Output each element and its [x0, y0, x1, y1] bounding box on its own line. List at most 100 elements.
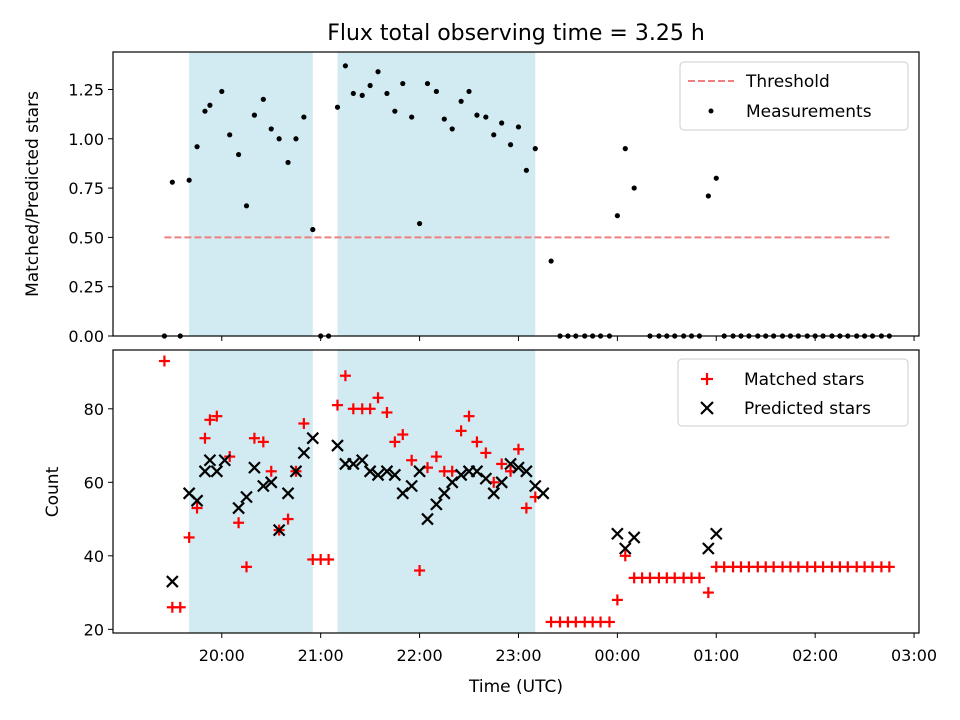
bottom-x-axis: 20:00 21:00 22:00 23:00 00:00 01:00 02:00 03:00: [199, 633, 937, 665]
measurement-point: [235, 151, 242, 158]
measurement-point: [532, 146, 538, 152]
predicted-marker-b: [487, 487, 501, 500]
predicted-star-point: [430, 498, 443, 511]
matched-star-point: [611, 594, 623, 606]
top-shaded-intervals: [189, 52, 536, 336]
matched-star-point: [603, 616, 615, 628]
predicted-marker-b: [388, 468, 402, 482]
shaded-interval: [189, 52, 313, 336]
matched-star-point: [389, 436, 401, 448]
predicted-marker-b: [182, 487, 196, 500]
measurement-point: [400, 80, 406, 87]
predicted-stars-series: [166, 431, 723, 588]
chart-title: Flux total observing time = 3.25 h: [327, 21, 705, 46]
measurement-point: [409, 114, 415, 120]
top-y-axis-label: Matched/Predicted stars: [23, 91, 43, 297]
predicted-star-point: [257, 479, 270, 493]
bottom-x-tick-label: 00:00: [594, 646, 640, 665]
measurements-series: [161, 63, 892, 339]
bottom-y-axis-label: Count: [43, 466, 63, 517]
measurement-point: [207, 102, 213, 108]
predicted-marker-b: [257, 479, 270, 493]
measurement-point: [466, 88, 472, 95]
top-y-tick-label: 1.00: [68, 130, 104, 149]
predicted-marker-b: [470, 465, 484, 478]
matched-star-point: [183, 531, 195, 543]
matched-star-point: [241, 561, 253, 573]
matched-star-point: [364, 403, 376, 415]
predicted-marker-b: [520, 465, 533, 478]
matched-star-point: [446, 465, 458, 477]
measurement-point: [499, 120, 505, 126]
bottom-y-tick-label: 80: [84, 400, 104, 419]
predicted-marker-b: [363, 465, 377, 478]
top-y-tick-label: 1.25: [68, 80, 104, 99]
predicted-star-point: [248, 461, 261, 474]
matched-star-point: [265, 465, 277, 477]
measurement-point: [276, 136, 282, 142]
measurement-point: [491, 132, 497, 138]
predicted-star-point: [306, 431, 320, 445]
bottom-y-tick-label: 60: [84, 473, 104, 492]
matched-star-point: [693, 572, 705, 584]
measurement-point: [251, 112, 258, 118]
measurement-point: [416, 220, 423, 227]
matched-star-point: [282, 513, 294, 525]
measurement-point: [367, 82, 373, 89]
predicted-star-point: [281, 487, 295, 500]
matched-star-point: [174, 601, 186, 613]
matched-star-point: [191, 502, 203, 514]
matched-star-point: [619, 550, 631, 562]
measurement-point: [458, 98, 464, 104]
predicted-marker-b: [479, 472, 493, 485]
predicted-star-point: [232, 501, 245, 515]
measurement-point: [359, 92, 365, 98]
bottom-x-tick-label: 20:00: [199, 646, 245, 665]
measurement-point: [713, 175, 719, 181]
matched-star-point: [512, 443, 524, 455]
matched-star-point: [372, 392, 384, 404]
top-y-tick-label: 0.75: [68, 179, 104, 198]
predicted-star-point: [190, 494, 204, 507]
predicted-marker-b: [619, 542, 632, 555]
bottom-plot-frame: [112, 349, 920, 634]
predicted-star-point: [421, 512, 434, 526]
matched-star-point: [406, 454, 418, 466]
predicted-marker-b: [512, 461, 525, 474]
bottom-x-tick-label: 02:00: [792, 646, 838, 665]
predicted-marker-b: [413, 465, 426, 478]
predicted-star-point: [536, 487, 550, 500]
measurement-point: [622, 146, 628, 152]
predicted-star-point: [166, 575, 179, 588]
top-y-tick-label: 0.00: [68, 327, 104, 346]
measurement-point: [260, 96, 266, 102]
predicted-star-point: [702, 542, 715, 555]
measurement-point: [483, 114, 489, 120]
measurement-point: [227, 132, 233, 138]
legend-matched-label: Matched stars: [744, 370, 864, 390]
predicted-marker-b: [709, 527, 723, 541]
measurement-point: [705, 193, 711, 199]
predicted-marker-b: [371, 468, 385, 482]
matched-star-point: [158, 355, 170, 367]
measurement-point: [194, 144, 200, 150]
matched-star-point: [199, 432, 211, 444]
bottom-x-tick-label: 01:00: [693, 646, 739, 665]
predicted-star-point: [504, 457, 517, 471]
matched-star-point: [397, 429, 409, 441]
measurement-point: [449, 126, 455, 132]
predicted-star-point: [611, 527, 624, 541]
measurement-point: [202, 108, 208, 114]
predicted-marker-b: [218, 453, 232, 467]
top-panel: 0.00 0.25 0.50 0.75 1.00 1.25 Matched/Predict…: [23, 51, 920, 346]
predicted-star-point: [627, 531, 641, 544]
predicted-star-point: [487, 487, 501, 500]
bottom-x-tick-label: 22:00: [397, 646, 443, 665]
measurement-point: [285, 159, 291, 166]
matched-star-point: [298, 418, 310, 430]
matched-star-point: [257, 436, 269, 448]
predicted-star-point: [413, 465, 426, 478]
predicted-star-point: [198, 465, 212, 478]
predicted-marker-b: [248, 461, 261, 474]
